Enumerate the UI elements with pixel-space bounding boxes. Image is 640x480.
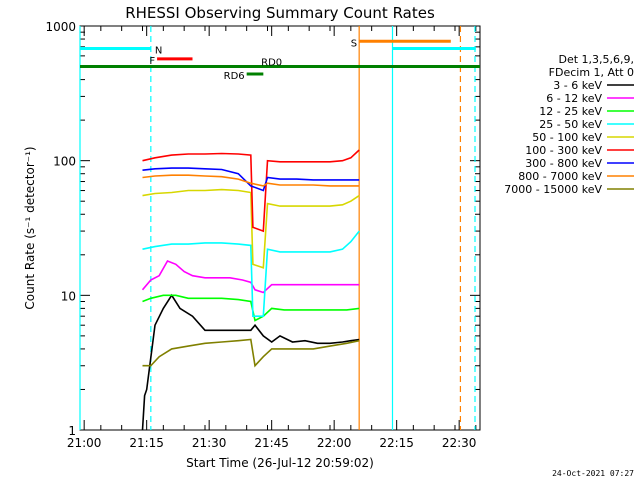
y-axis-label: Count Rate (s⁻¹ detector⁻¹) (23, 146, 37, 309)
series-line-0 (141, 293, 360, 430)
x-tick-label: 21:00 (67, 436, 102, 450)
x-tick-label: 21:30 (192, 436, 227, 450)
series-group (141, 149, 360, 430)
x-tick-label: 22:15 (379, 436, 414, 450)
legend-label: 50 - 100 keV (532, 131, 602, 144)
series-line-1 (141, 259, 360, 294)
x-tick-label: 22:00 (317, 436, 352, 450)
legend-label: 800 - 7000 keV (518, 170, 602, 183)
series-line-7 (142, 174, 360, 187)
chart-title: RHESSI Observing Summary Count Rates (125, 4, 435, 22)
legend-label: 300 - 800 keV (525, 157, 602, 170)
series-line-8 (142, 338, 360, 368)
flag-label: RD0 (261, 58, 282, 69)
x-tick-label: 22:30 (442, 436, 477, 450)
legend-label: 7000 - 15000 keV (504, 183, 602, 196)
series-line-3 (142, 230, 360, 317)
x-tick-label: 21:15 (129, 436, 164, 450)
flag-label: S (351, 38, 357, 49)
legend-label: 100 - 300 keV (525, 144, 602, 157)
y-tick-label: 1000 (45, 20, 76, 34)
legend-label: 25 - 50 keV (539, 118, 602, 131)
y-tick-label: 1 (68, 424, 76, 438)
x-tick-label: 21:45 (254, 436, 289, 450)
timestamp: 24-Oct-2021 07:27 (552, 469, 634, 478)
legend-label: 12 - 25 keV (539, 105, 602, 118)
series-line-5 (142, 149, 360, 233)
legend: Det 1,3,5,6,9,FDecim 1, Att 03 - 6 keV6 … (504, 53, 634, 196)
flag-label: RD6 (224, 71, 245, 82)
plot-frame (79, 25, 481, 431)
x-axis-label: Start Time (26-Jul-12 20:59:02) (186, 456, 374, 470)
legend-header: Det 1,3,5,6,9, (558, 53, 634, 66)
plot-area: 1 10 100 1000 21:00 21:15 21:30 21:45 22:00 22:15… (45, 20, 481, 450)
legend-label: 6 - 12 keV (546, 92, 602, 105)
legend-label: 3 - 6 keV (553, 79, 602, 92)
series-line-4 (142, 188, 360, 269)
flag-label: N (155, 46, 162, 57)
flag-label: F (149, 56, 155, 67)
y-tick-label: 10 (61, 289, 76, 303)
y-tick-label: 100 (53, 155, 76, 169)
series-line-6 (142, 167, 360, 192)
legend-header: FDecim 1, Att 0 (549, 66, 634, 79)
